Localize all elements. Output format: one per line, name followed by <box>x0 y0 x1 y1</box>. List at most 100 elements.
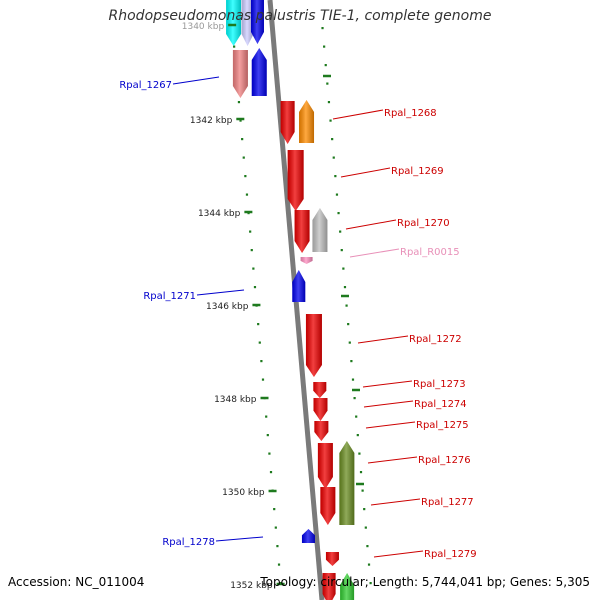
track-dot <box>245 193 249 196</box>
gene-labels: Rpal_1267 Rpal_1268 Rpal_1269 Rpal_1270 Rpal… <box>119 80 476 560</box>
summary-text: Topology: circular; Length: 5,744,041 bp… <box>260 575 590 589</box>
track-dot <box>351 378 355 381</box>
label-leader-lines <box>172 76 424 558</box>
track-dot <box>277 563 281 566</box>
leader-line <box>345 219 397 230</box>
leader-line <box>363 400 414 408</box>
track-dot <box>321 27 324 30</box>
gene-rpal_1271 <box>292 270 306 302</box>
gene-label: Rpal_1273 <box>413 379 466 390</box>
track-dot <box>366 545 369 548</box>
leader-line <box>196 289 245 296</box>
gene-rpal_1273 <box>313 382 327 398</box>
leader-line <box>357 335 409 344</box>
genome-title: Rhodopseudomonas palustris TIE-1, comple… <box>108 8 492 24</box>
leader-line <box>215 536 264 542</box>
gene-unlabeled <box>299 100 315 143</box>
gene-unlabeled <box>251 48 267 96</box>
track-dot <box>266 434 269 437</box>
gene-unlabeled <box>340 573 355 600</box>
track-dot <box>258 341 261 344</box>
leader-line <box>370 498 421 506</box>
gene-label: Rpal_1278 <box>162 537 215 548</box>
leader-line <box>365 421 416 429</box>
track-dot <box>257 323 260 326</box>
track-dot <box>233 45 236 48</box>
scale-labels: 1340 kbp 1342 kbp 1344 kbp 1346 kbp 1348 kbp… <box>182 22 285 591</box>
track-dot <box>273 508 276 511</box>
track-dot <box>276 545 279 548</box>
track-dot <box>261 378 265 381</box>
track-dot <box>355 415 358 418</box>
track-dot <box>364 526 367 529</box>
gene-label: Rpal_R0015 <box>400 247 460 258</box>
track-dot <box>331 138 334 141</box>
track-dot <box>361 489 364 492</box>
scale-label: 1340 kbp <box>182 22 225 32</box>
track-dot <box>269 471 273 474</box>
track-dot <box>347 323 350 326</box>
track-dot <box>260 360 263 363</box>
track-dot <box>329 119 332 122</box>
scale-label: 1346 kbp <box>206 302 249 312</box>
track-dot <box>359 471 363 474</box>
gene-rpal_1278 <box>301 529 315 543</box>
leader-line <box>340 167 391 178</box>
track-dot <box>335 193 339 196</box>
scale-label: 1350 kbp <box>222 488 265 498</box>
track-dot <box>265 415 268 418</box>
track-dot <box>327 101 331 104</box>
track-dot <box>339 230 342 233</box>
track-dot <box>348 341 351 344</box>
gene-unlabeled <box>322 573 336 600</box>
gene-features <box>226 0 355 600</box>
gene-rpal_1277 <box>320 487 336 525</box>
gene-label: Rpal_1274 <box>414 399 467 410</box>
track-dot <box>342 267 345 270</box>
track-dot <box>356 434 359 437</box>
gene-label: Rpal_1267 <box>119 80 172 91</box>
gene-rpal_1276 <box>317 443 333 489</box>
track-dot <box>274 526 277 529</box>
track-dot <box>350 360 353 363</box>
track-dot <box>249 230 252 233</box>
gene-label: Rpal_1269 <box>391 166 444 177</box>
gene-rpal_1275 <box>314 421 329 441</box>
track-dot <box>340 249 343 252</box>
track-dot <box>353 397 356 400</box>
track-dot <box>324 64 327 67</box>
track-dot <box>343 286 347 289</box>
leader-line <box>373 550 424 558</box>
leader-line <box>362 380 413 388</box>
track-dot <box>239 119 242 122</box>
track-dot <box>337 212 340 215</box>
leader-line <box>349 248 400 258</box>
gene-rpal_1267 <box>232 50 248 98</box>
leader-line <box>367 456 418 464</box>
gene-unlabeled <box>339 441 355 525</box>
gene-rpal_1269 <box>287 150 304 211</box>
scale-label: 1352 kbp <box>230 581 273 591</box>
leader-line <box>172 76 220 85</box>
track-dot <box>237 101 241 104</box>
track-dot <box>241 138 244 141</box>
accession-text: Accession: NC_011004 <box>8 575 145 589</box>
gene-rpal_1268 <box>280 101 295 144</box>
track-dot <box>323 45 326 48</box>
track-dot <box>358 452 361 455</box>
gene-unlabeled <box>226 0 242 46</box>
track-dot <box>250 249 253 252</box>
gene-unlabeled <box>250 0 264 44</box>
gene-label: Rpal_1268 <box>384 108 437 119</box>
scale-label: 1348 kbp <box>214 395 257 405</box>
gene-label: Rpal_1276 <box>418 455 471 466</box>
gene-label: Rpal_1272 <box>409 334 462 345</box>
leader-line <box>332 109 384 120</box>
gene-rpal_1274 <box>313 398 328 421</box>
gene-label: Rpal_1270 <box>397 218 450 229</box>
track-dot <box>244 175 247 178</box>
scale-label: 1344 kbp <box>198 209 241 219</box>
track-dot <box>332 156 335 159</box>
track-dot <box>345 304 348 307</box>
